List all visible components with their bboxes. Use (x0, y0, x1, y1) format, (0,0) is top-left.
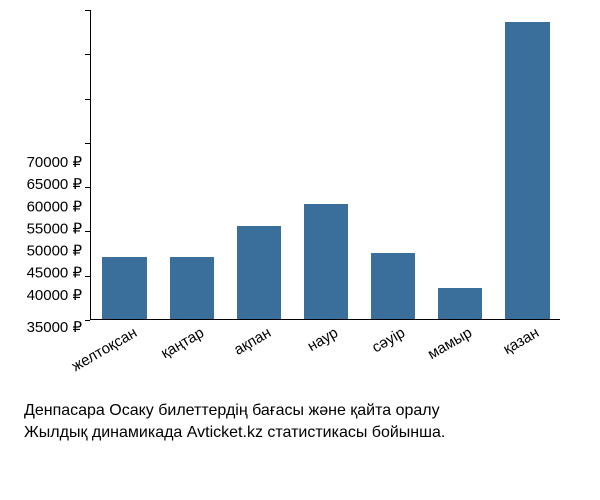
bar (438, 288, 482, 319)
x-tick-label: наур (264, 325, 341, 378)
bar (170, 257, 214, 319)
bar (237, 226, 281, 319)
x-tick-label: сәуір (331, 325, 408, 378)
x-tick-label: ақпан (197, 325, 274, 378)
figure-root: 35000 ₽40000 ₽45000 ₽50000 ₽55000 ₽60000… (0, 0, 600, 500)
y-tick-mark (85, 143, 90, 144)
bar-chart: 35000 ₽40000 ₽45000 ₽50000 ₽55000 ₽60000… (0, 0, 600, 400)
bar (371, 253, 415, 319)
x-tick-label: қазан (465, 325, 542, 378)
y-tick-mark (85, 10, 90, 11)
caption-line-2: Жылдық динамикада Avticket.kz статистика… (24, 422, 576, 444)
caption-line-1: Денпасара Осаку билеттердің бағасы және … (24, 400, 576, 422)
caption: Денпасара Осаку билеттердің бағасы және … (0, 400, 600, 467)
y-tick-label: 70000 ₽ (0, 155, 90, 445)
x-tick-label: мамыр (398, 325, 475, 378)
plot-area (90, 10, 560, 320)
bar (505, 22, 549, 319)
bar (304, 204, 348, 319)
y-tick-mark (85, 54, 90, 55)
x-tick-label: қаңтар (129, 325, 206, 378)
y-tick-mark (85, 99, 90, 100)
bar (102, 257, 146, 319)
